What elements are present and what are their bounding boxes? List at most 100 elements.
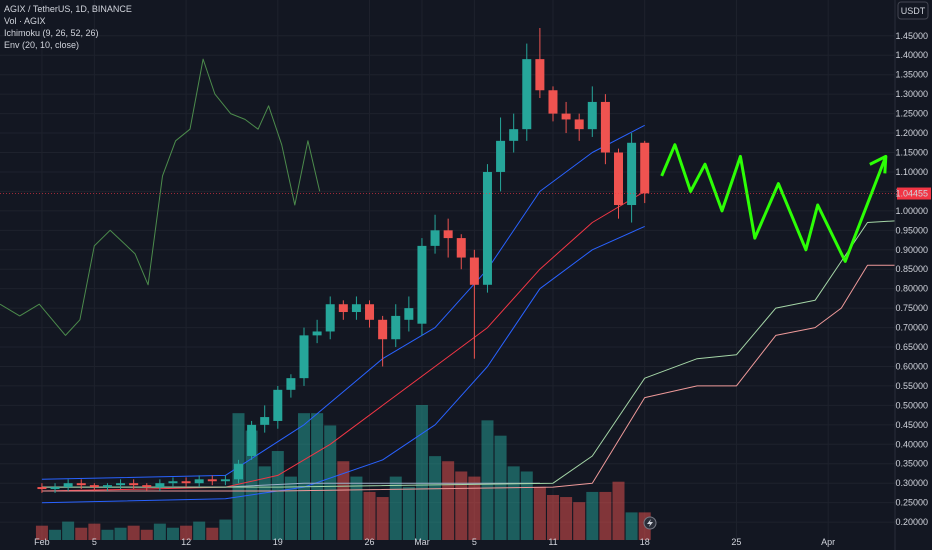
volume-bar xyxy=(599,491,612,540)
candle-body xyxy=(548,90,558,114)
y-tick-label: 1.15000 xyxy=(895,148,928,158)
y-tick-label: 0.95000 xyxy=(895,225,928,235)
candle-body xyxy=(37,487,47,490)
arrow-head xyxy=(869,154,888,174)
candle-body xyxy=(443,230,453,239)
candle-body xyxy=(456,238,466,258)
candle-body xyxy=(469,257,479,285)
y-tick-label: 1.45000 xyxy=(895,31,928,41)
volume-bar xyxy=(298,413,311,540)
indicator-line xyxy=(0,58,321,336)
candle-body xyxy=(496,140,506,172)
candle-body xyxy=(102,485,112,488)
event-icon-glyph xyxy=(647,519,653,527)
y-tick-label: 0.65000 xyxy=(895,342,928,352)
candle-body xyxy=(482,171,492,285)
candle-body xyxy=(509,129,519,141)
candle-body xyxy=(207,479,217,482)
volume-bar xyxy=(62,521,75,540)
volume-bar xyxy=(363,491,376,540)
candle-body xyxy=(286,378,296,390)
candle-body xyxy=(351,304,361,313)
indicator-label: Vol · AGIX xyxy=(4,16,46,26)
indicator-layer xyxy=(0,58,932,504)
y-tick-label: 0.20000 xyxy=(895,517,928,527)
volume-bar xyxy=(271,451,284,540)
y-tick-label: 0.30000 xyxy=(895,478,928,488)
y-tick-label: 1.25000 xyxy=(895,109,928,119)
candle-body xyxy=(391,315,401,340)
y-tick-label: 0.50000 xyxy=(895,400,928,410)
y-tick-label: 1.10000 xyxy=(895,167,928,177)
currency-box[interactable] xyxy=(897,1,929,20)
volume-bar xyxy=(415,405,428,540)
y-tick-label: 1.20000 xyxy=(895,128,928,138)
volume-bar xyxy=(206,527,219,540)
volume-bar xyxy=(219,519,232,540)
volume-bar xyxy=(284,476,297,540)
volume-bar xyxy=(88,523,101,540)
x-tick-label: 18 xyxy=(640,537,650,547)
candle-body xyxy=(233,463,243,480)
volume-bar xyxy=(140,529,153,540)
candle-body xyxy=(181,481,191,484)
y-tick-label: 0.25000 xyxy=(895,498,928,508)
volume-bar xyxy=(455,471,468,540)
volume-bar xyxy=(337,461,350,540)
volume-bar xyxy=(442,461,455,540)
candle-body xyxy=(325,304,335,332)
candle-body xyxy=(404,308,414,320)
x-tick-label: Mar xyxy=(414,537,430,547)
volume-bar xyxy=(101,529,114,540)
candle-body xyxy=(600,101,610,153)
volume-bar xyxy=(612,481,625,540)
volume-bar xyxy=(127,525,140,540)
y-tick-label: 0.70000 xyxy=(895,323,928,333)
candle-body xyxy=(627,142,637,206)
y-tick-label: 0.80000 xyxy=(895,284,928,294)
x-tick-label: 5 xyxy=(472,537,477,547)
y-tick-label: 0.90000 xyxy=(895,245,928,255)
candle-body xyxy=(378,319,388,340)
candle-body xyxy=(168,481,178,484)
x-tick-label: Apr xyxy=(821,537,835,547)
volume-bar xyxy=(520,471,533,540)
x-tick-label: 11 xyxy=(548,537,557,547)
volume-bar xyxy=(573,502,586,540)
indicator-line xyxy=(41,190,645,492)
candle-body xyxy=(247,424,257,456)
candle-body xyxy=(194,479,204,484)
candle-layer xyxy=(37,28,650,493)
volume-bar xyxy=(507,466,520,540)
x-tick-label: 25 xyxy=(731,537,741,547)
candle-body xyxy=(129,483,139,486)
volume-bar xyxy=(311,413,324,540)
grid xyxy=(0,0,895,540)
y-tick-label: 0.40000 xyxy=(895,439,928,449)
volume-bar xyxy=(75,527,88,540)
candle-body xyxy=(273,389,283,421)
candle-body xyxy=(260,417,270,425)
volume-bar xyxy=(625,512,638,540)
volume-bar xyxy=(350,476,363,540)
candle-body xyxy=(417,245,427,324)
volume-bar xyxy=(468,476,481,540)
volume-bar xyxy=(402,486,415,540)
candle-body xyxy=(614,152,624,206)
x-tick-label: 5 xyxy=(92,537,97,547)
candle-body xyxy=(561,113,571,120)
y-tick-label: 0.45000 xyxy=(895,420,928,430)
y-tick-label: 0.60000 xyxy=(895,361,928,371)
x-tick-label: Feb xyxy=(34,537,50,547)
candle-body xyxy=(587,101,597,130)
volume-bar xyxy=(245,430,258,540)
candle-body xyxy=(338,304,348,313)
currency-label[interactable]: USDT xyxy=(901,6,926,16)
candle-body xyxy=(299,335,309,379)
volume-bar xyxy=(586,491,599,540)
indicator-line xyxy=(660,143,888,263)
volume-bar xyxy=(35,525,48,540)
candle-body xyxy=(574,119,584,130)
x-tick-label: 12 xyxy=(181,537,191,547)
